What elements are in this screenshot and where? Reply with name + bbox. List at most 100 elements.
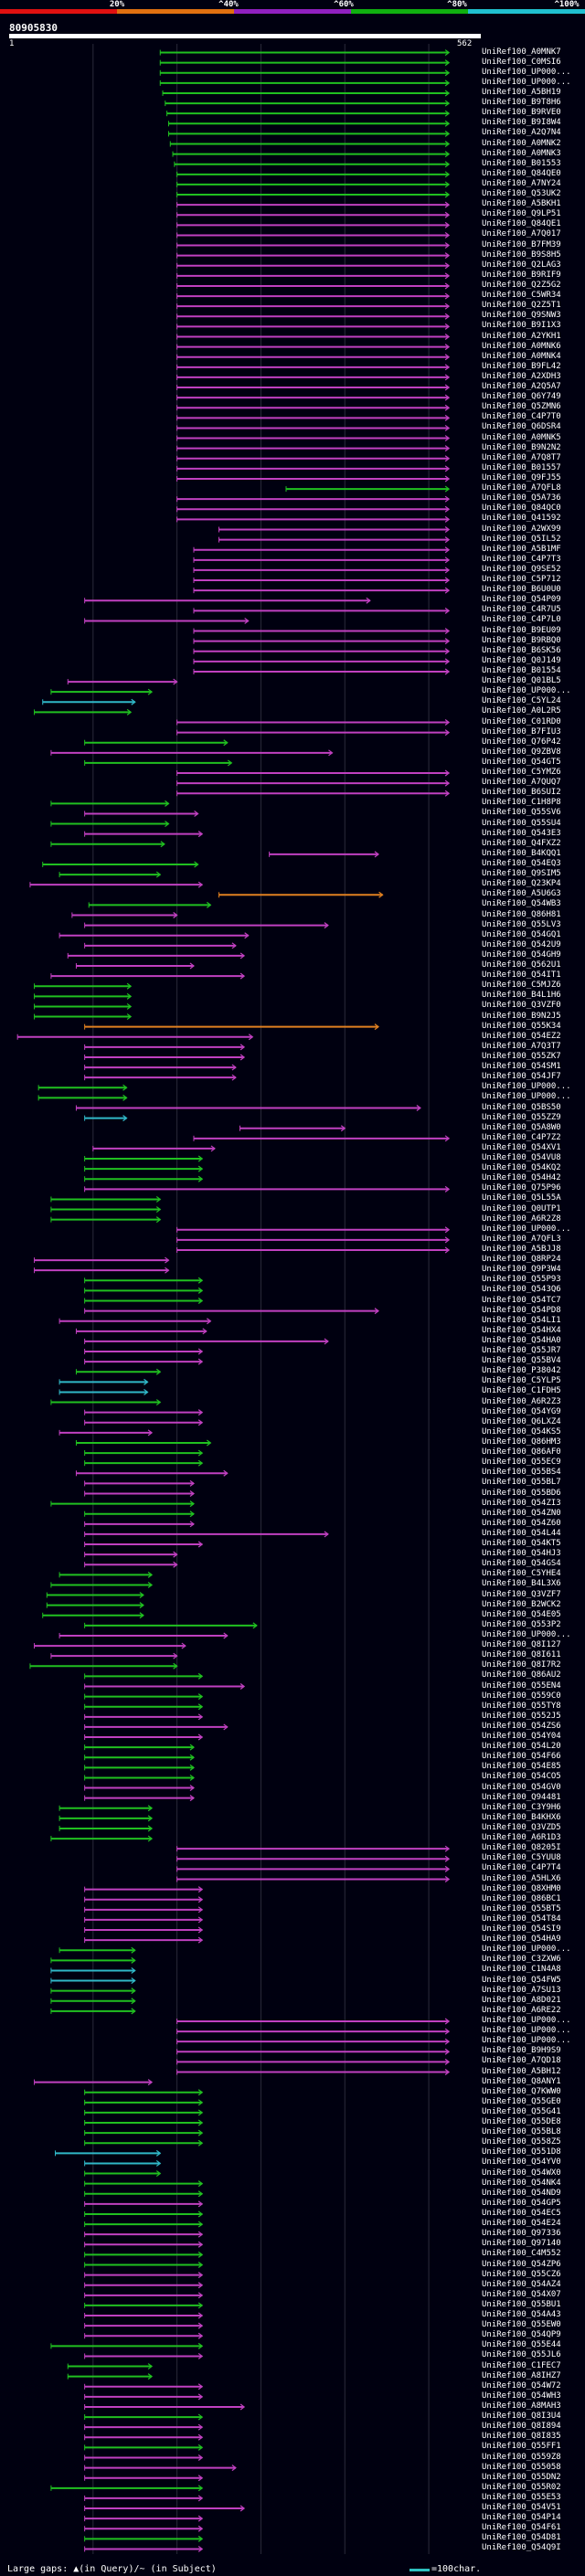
hit-row[interactable] bbox=[84, 597, 371, 604]
hit-row[interactable] bbox=[176, 272, 451, 280]
hit-label[interactable]: UniRef100_Q54H42 bbox=[482, 1173, 561, 1183]
hit-row[interactable] bbox=[176, 1246, 451, 1254]
hit-label[interactable]: UniRef100_A5U6G3 bbox=[482, 889, 561, 899]
hit-row[interactable] bbox=[167, 130, 451, 137]
hit-row[interactable] bbox=[58, 1805, 154, 1812]
hit-label[interactable]: UniRef100_Q54E05 bbox=[482, 1609, 561, 1619]
hit-row[interactable] bbox=[84, 2119, 204, 2126]
hit-label[interactable]: UniRef100_A5BJJ8 bbox=[482, 1244, 561, 1254]
hit-row[interactable] bbox=[176, 1226, 451, 1234]
hit-label[interactable]: UniRef100_B9H9S9 bbox=[482, 2046, 561, 2056]
hit-label[interactable]: UniRef100_C4P7T0 bbox=[482, 412, 561, 422]
hit-row[interactable] bbox=[50, 2342, 204, 2349]
hit-row[interactable] bbox=[176, 394, 451, 401]
hit-label[interactable]: UniRef100_Q54GP5 bbox=[482, 2198, 561, 2208]
hit-label[interactable]: UniRef100_Q54QP9 bbox=[482, 2330, 561, 2340]
hit-label[interactable]: UniRef100_B6U0U0 bbox=[482, 585, 561, 595]
hit-row[interactable] bbox=[84, 1693, 204, 1701]
hit-label[interactable]: UniRef100_Q54GH9 bbox=[482, 949, 561, 959]
hit-row[interactable] bbox=[84, 1054, 246, 1061]
hit-label[interactable]: UniRef100_A7NY24 bbox=[482, 178, 561, 188]
hit-row[interactable] bbox=[176, 790, 451, 797]
hit-row[interactable] bbox=[176, 374, 451, 381]
hit-row[interactable] bbox=[84, 2302, 204, 2309]
hit-row[interactable] bbox=[84, 2433, 204, 2441]
hit-row[interactable] bbox=[193, 577, 451, 584]
hit-label[interactable]: UniRef100_Q86H81 bbox=[482, 909, 561, 919]
hit-label[interactable]: UniRef100_Q55BT5 bbox=[482, 1903, 561, 1913]
hit-label[interactable]: UniRef100_Q54Y04 bbox=[482, 1732, 561, 1742]
hit-row[interactable] bbox=[174, 161, 451, 168]
hit-label[interactable]: UniRef100_C4P7L0 bbox=[482, 615, 561, 625]
hit-row[interactable] bbox=[84, 2525, 204, 2532]
hit-label[interactable]: UniRef100_B4L3X6 bbox=[482, 1579, 561, 1589]
hit-label[interactable]: UniRef100_Q55EW0 bbox=[482, 2320, 561, 2330]
hit-row[interactable] bbox=[176, 201, 451, 208]
hit-row[interactable] bbox=[84, 1795, 195, 1802]
hit-label[interactable]: UniRef100_Q55BU1 bbox=[482, 2299, 561, 2309]
hit-label[interactable]: UniRef100_Q8I3U4 bbox=[482, 2412, 561, 2422]
hit-row[interactable] bbox=[84, 2221, 204, 2228]
hit-label[interactable]: UniRef100_C5P712 bbox=[482, 575, 561, 585]
hit-row[interactable] bbox=[67, 2363, 154, 2370]
hit-row[interactable] bbox=[176, 344, 451, 351]
hit-label[interactable]: UniRef100_Q54HA9 bbox=[482, 1935, 561, 1945]
hit-row[interactable] bbox=[84, 1764, 195, 1771]
hit-label[interactable]: UniRef100_C5WR34 bbox=[482, 291, 561, 301]
hit-row[interactable] bbox=[84, 1926, 204, 1934]
hit-label[interactable]: UniRef100_Q54EZ2 bbox=[482, 1031, 561, 1041]
hit-row[interactable] bbox=[34, 1642, 186, 1649]
hit-label[interactable]: UniRef100_Q54PD8 bbox=[482, 1305, 561, 1315]
hit-row[interactable] bbox=[58, 1946, 136, 1954]
hit-row[interactable] bbox=[176, 2018, 451, 2025]
hit-label[interactable]: UniRef100_B7FIU3 bbox=[482, 726, 561, 737]
hit-row[interactable] bbox=[84, 2109, 204, 2116]
hit-row[interactable] bbox=[50, 1988, 136, 1995]
hit-label[interactable]: UniRef100_Q54Z60 bbox=[482, 1518, 561, 1528]
hit-row[interactable] bbox=[84, 2190, 204, 2198]
hit-label[interactable]: UniRef100_Q54GT5 bbox=[482, 757, 561, 767]
hit-label[interactable]: UniRef100_Q55E53 bbox=[482, 2492, 561, 2502]
hit-label[interactable]: UniRef100_Q5ZMN6 bbox=[482, 402, 561, 412]
hit-row[interactable] bbox=[218, 526, 451, 533]
hit-row[interactable] bbox=[84, 1358, 204, 1365]
hit-label[interactable]: UniRef100_Q54ZS6 bbox=[482, 1721, 561, 1731]
hit-label[interactable]: UniRef100_B9EU09 bbox=[482, 625, 561, 635]
hit-row[interactable] bbox=[84, 2322, 204, 2329]
hit-row[interactable] bbox=[84, 2495, 204, 2502]
hit-row[interactable] bbox=[176, 505, 451, 513]
hit-row[interactable] bbox=[176, 2048, 451, 2055]
hit-row[interactable] bbox=[193, 557, 451, 564]
hit-label[interactable]: UniRef100_B01553 bbox=[482, 158, 561, 168]
hit-label[interactable]: UniRef100_C3Y9H6 bbox=[482, 1802, 561, 1812]
hit-label[interactable]: UniRef100_Q55058 bbox=[482, 2462, 561, 2472]
hit-label[interactable]: UniRef100_Q54SM1 bbox=[482, 1062, 561, 1072]
hit-label[interactable]: UniRef100_A8IHZ7 bbox=[482, 2370, 561, 2380]
hit-row[interactable] bbox=[176, 282, 451, 290]
hit-label[interactable]: UniRef100_C5MJZ6 bbox=[482, 981, 561, 991]
hit-label[interactable]: UniRef100_Q54HJ3 bbox=[482, 1549, 561, 1559]
hit-label[interactable]: UniRef100_A7QFL3 bbox=[482, 1234, 561, 1244]
hit-row[interactable] bbox=[34, 992, 133, 1000]
hit-label[interactable]: UniRef100_UP000... bbox=[482, 2015, 571, 2025]
hit-label[interactable]: UniRef100_C01RD0 bbox=[482, 716, 561, 726]
hit-row[interactable] bbox=[193, 628, 451, 635]
hit-label[interactable]: UniRef100_Q54L44 bbox=[482, 1528, 561, 1538]
hit-label[interactable]: UniRef100_C1H8P8 bbox=[482, 798, 561, 808]
hit-label[interactable]: UniRef100_Q6DSR4 bbox=[482, 422, 561, 432]
hit-row[interactable] bbox=[84, 2352, 204, 2359]
hit-row[interactable] bbox=[50, 841, 165, 848]
hit-label[interactable]: UniRef100_Q54SI9 bbox=[482, 1924, 561, 1935]
hit-label[interactable]: UniRef100_A0MNK3 bbox=[482, 148, 561, 158]
hit-label[interactable]: UniRef100_Q54L20 bbox=[482, 1742, 561, 1752]
hit-row[interactable] bbox=[176, 323, 451, 330]
hit-row[interactable] bbox=[84, 1044, 246, 1051]
hit-label[interactable]: UniRef100_Q54X07 bbox=[482, 2289, 561, 2299]
hit-row[interactable] bbox=[84, 2312, 204, 2319]
hit-row[interactable] bbox=[165, 100, 451, 107]
hit-row[interactable] bbox=[92, 1145, 216, 1152]
hit-label[interactable]: UniRef100_Q3VZD5 bbox=[482, 1822, 561, 1832]
hit-row[interactable] bbox=[176, 171, 451, 178]
hit-row[interactable] bbox=[42, 861, 199, 868]
hit-row[interactable] bbox=[84, 2159, 162, 2167]
